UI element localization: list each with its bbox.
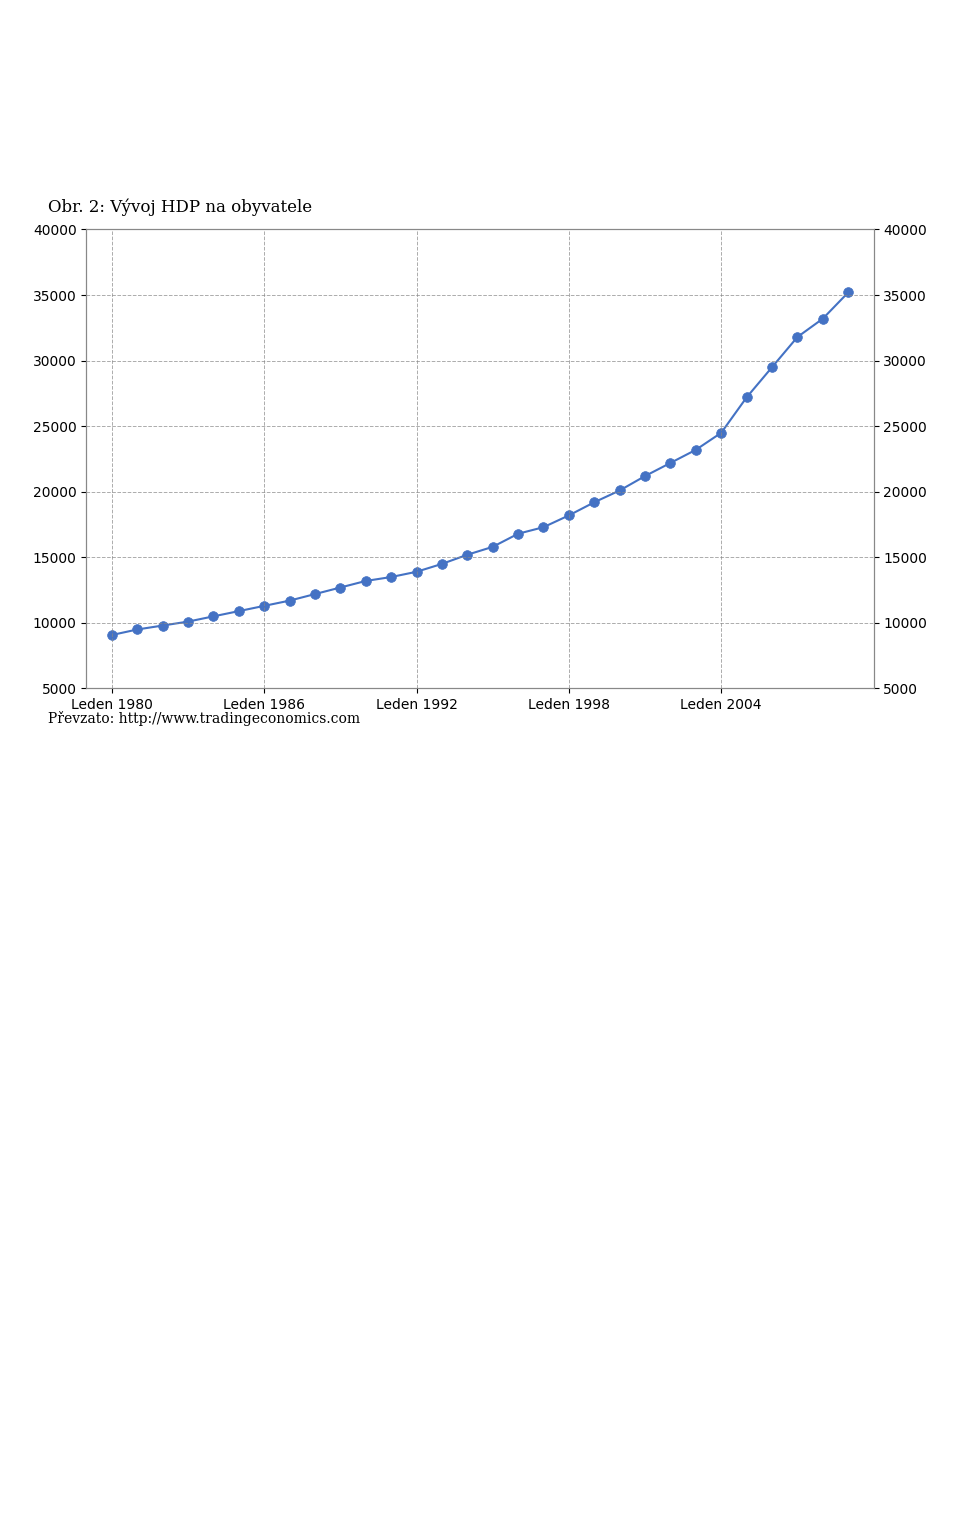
Text: Převzato: http://www.tradingeconomics.com: Převzato: http://www.tradingeconomics.co…	[48, 711, 360, 727]
Text: Obr. 2: Vývoj HDP na obyvatele: Obr. 2: Vývoj HDP na obyvatele	[48, 199, 312, 216]
